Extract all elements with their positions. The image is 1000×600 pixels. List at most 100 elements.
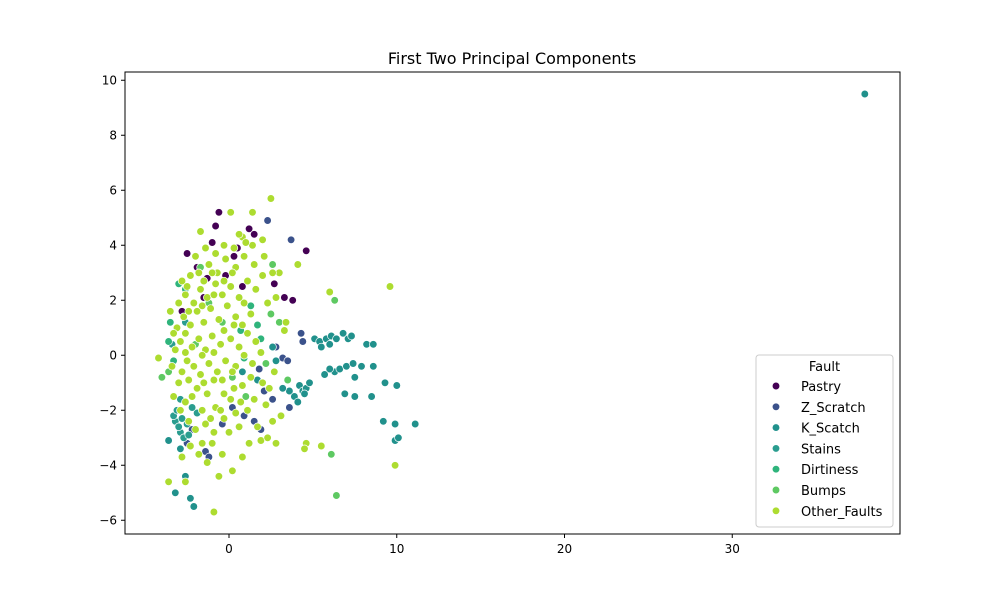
legend-label: Other_Faults [801,505,883,520]
data-point [243,329,252,338]
data-point [302,246,311,255]
data-point [187,403,197,412]
data-point [181,348,190,357]
data-point [218,375,227,385]
data-point [174,422,183,431]
data-point [278,384,287,393]
data-point [369,362,378,371]
data-point [169,329,178,338]
data-point [239,351,249,360]
data-point [238,381,247,390]
data-point [298,337,307,346]
data-point [390,461,400,470]
data-point [367,392,376,401]
data-point [229,320,239,330]
data-point [186,271,195,280]
data-point [226,208,235,217]
data-point [256,348,266,357]
data-point [228,367,237,376]
data-point [198,406,207,415]
data-point [181,290,190,299]
data-point [379,417,388,426]
data-point [206,414,215,423]
data-point [184,417,193,426]
data-point [241,238,250,247]
data-point [258,271,267,280]
data-point [286,235,296,244]
data-point [189,502,198,511]
data-point [224,428,234,437]
data-point [251,285,260,294]
data-point [223,301,232,310]
data-point [266,194,276,203]
data-point [317,441,326,451]
data-point [261,359,271,368]
data-point [263,298,272,308]
data-point [860,89,869,99]
data-point [177,452,187,462]
y-tick-label: 10 [102,73,117,87]
data-point [258,235,267,244]
data-point [194,334,203,343]
data-point [260,252,269,261]
data-point [241,392,250,401]
data-point [157,373,167,382]
data-point [219,414,229,423]
data-point [176,406,185,415]
data-point [211,221,220,231]
data-point [181,477,190,486]
data-point [248,208,257,217]
data-point [243,406,252,415]
data-point [209,428,219,437]
data-point [181,397,190,407]
data-point [226,282,235,291]
data-point [265,384,274,393]
data-point [206,304,215,313]
data-point [199,318,208,327]
data-point [268,260,277,269]
y-tick-label: 8 [109,128,117,142]
data-point [216,406,225,415]
data-point [208,439,217,448]
data-point [219,389,229,398]
legend-label: Z_Scratch [801,401,866,416]
legend-label: Pastry [801,380,841,395]
data-point [293,397,302,407]
data-point [263,216,272,225]
y-tick-label: 4 [109,238,117,252]
data-point [169,392,178,401]
data-point [270,367,279,376]
data-point [268,395,277,404]
x-tick-label: 20 [557,542,572,556]
data-point [258,378,267,387]
data-point [209,375,219,385]
legend-box [755,354,894,528]
data-point [184,307,193,316]
chart-title: First Two Principal Components [388,49,636,68]
data-point [350,392,359,401]
data-point [327,450,336,459]
data-point [385,282,395,291]
data-point [194,268,203,277]
data-point [325,340,334,349]
data-point [357,362,366,371]
legend: Fault Pastry Z_Scratch K_Scatch Stains Dirtin… [755,354,894,528]
y-tick-label: 0 [109,348,117,362]
data-point [189,362,198,371]
data-point [251,337,260,346]
legend-marker [771,444,781,453]
data-point [246,309,255,319]
data-point [177,367,187,376]
data-point [281,318,291,327]
data-point [211,279,220,288]
data-point [221,356,230,365]
x-tick-label: 0 [225,542,233,556]
data-point [209,507,219,517]
data-point [218,450,227,459]
axes-layer: 0 10 20 30 −6 −4 −2 0 2 4 6 8 10 [99,71,901,556]
data-point [266,309,276,319]
data-point [196,285,205,294]
data-point [338,329,348,338]
data-point [411,419,420,429]
data-point [182,356,192,365]
